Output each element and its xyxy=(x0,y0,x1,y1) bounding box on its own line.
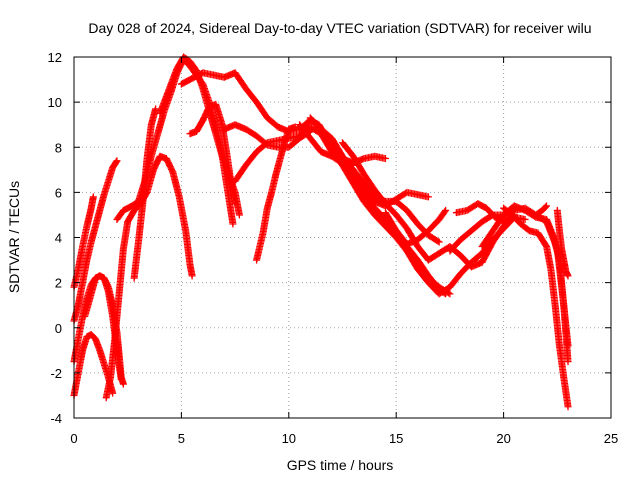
x-axis-label: GPS time / hours xyxy=(287,457,394,473)
data-series xyxy=(70,193,97,291)
y-tick-label: 4 xyxy=(55,231,62,246)
data-point xyxy=(113,157,121,165)
y-tick-label: 6 xyxy=(55,185,62,200)
x-tick-label: 5 xyxy=(178,431,185,446)
y-tick-label: 10 xyxy=(48,95,62,110)
chart-title: Day 028 of 2024, Sidereal Day-to-day VTE… xyxy=(88,20,591,36)
grid-lines xyxy=(74,57,611,418)
data-point xyxy=(442,206,450,214)
data-point xyxy=(435,238,443,246)
data-series xyxy=(70,331,117,399)
data-point xyxy=(564,342,572,350)
y-tick-label: -4 xyxy=(50,411,62,426)
x-tick-label: 0 xyxy=(70,431,77,446)
data-point xyxy=(117,376,125,384)
x-tick-label: 20 xyxy=(496,431,510,446)
y-axis-label: SDTVAR / TECUs xyxy=(6,181,22,293)
x-tick-label: 15 xyxy=(389,431,403,446)
data-point xyxy=(564,358,572,366)
data-series xyxy=(70,157,121,325)
data-point xyxy=(564,403,572,411)
y-tick-label: 8 xyxy=(55,140,62,155)
data-series xyxy=(532,202,551,219)
data-series xyxy=(553,206,572,280)
data-series xyxy=(500,204,572,411)
data-series xyxy=(328,146,389,167)
data-point xyxy=(231,200,239,208)
data-series xyxy=(360,186,432,210)
data-point xyxy=(112,158,120,166)
data-series xyxy=(102,152,196,402)
data-point xyxy=(441,208,449,216)
y-tick-label: 2 xyxy=(55,276,62,291)
data-point xyxy=(235,211,243,219)
data-series xyxy=(253,123,299,264)
axis-ticks: 0 5 10 15 20 25 -4 -2 0 2 4 6 8 10 12 xyxy=(48,50,619,446)
data-series xyxy=(306,114,443,246)
plot-marks xyxy=(70,53,572,411)
data-point xyxy=(152,105,160,113)
y-tick-label: 0 xyxy=(55,321,62,336)
data-point xyxy=(291,123,299,131)
data-point xyxy=(434,237,442,245)
data-point xyxy=(381,155,389,163)
data-point xyxy=(119,380,127,388)
data-point xyxy=(188,272,196,280)
x-tick-label: 25 xyxy=(604,431,618,446)
data-point xyxy=(564,272,572,280)
y-tick-label: 12 xyxy=(48,50,62,65)
data-point xyxy=(229,220,237,228)
data-point xyxy=(89,193,97,201)
data-point xyxy=(541,203,549,211)
data-series xyxy=(381,206,450,248)
data-point xyxy=(424,193,432,201)
x-tick-label: 10 xyxy=(282,431,296,446)
data-series xyxy=(186,100,239,208)
data-point xyxy=(543,202,551,210)
data-point xyxy=(521,215,529,223)
y-tick-label: -2 xyxy=(50,366,62,381)
